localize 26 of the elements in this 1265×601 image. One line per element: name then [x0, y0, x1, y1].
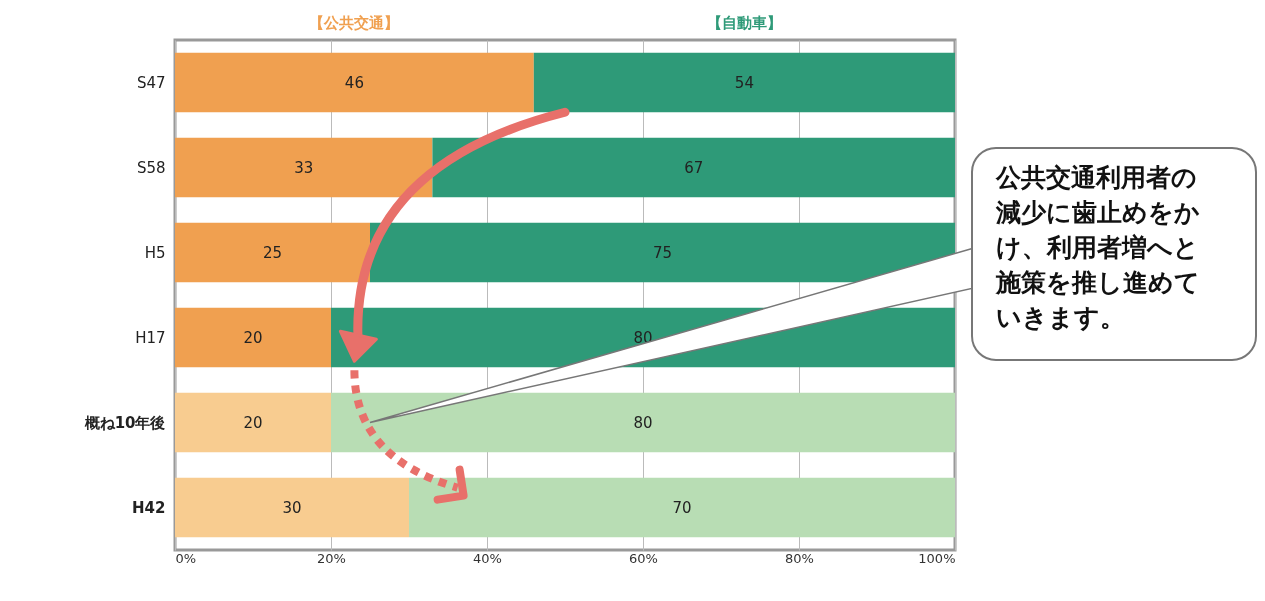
data-label: 25: [262, 243, 283, 262]
data-label: 70: [672, 498, 692, 517]
data-label: 80: [633, 413, 653, 432]
data-label: 30: [282, 498, 302, 517]
y-tick-label: H5: [144, 243, 166, 262]
x-tick-label: 0%: [175, 550, 197, 566]
x-tick-label: 20%: [317, 550, 346, 566]
data-label: 20: [243, 413, 263, 432]
text: 公共交通利用者の減少に歯止めをかけ、利用者増へと施策を推し進めていきます。: [995, 163, 1200, 332]
data-label: 20: [243, 328, 263, 347]
x-tick-label: 60%: [629, 550, 658, 566]
x-tick-label: 100%: [918, 550, 956, 566]
data-label: 54: [734, 73, 754, 92]
y-tick-label: 概ね10年後: [83, 413, 166, 432]
y-tick-label: S47: [136, 73, 166, 92]
y-tick-label: H17: [135, 328, 166, 347]
x-tick-label: 40%: [473, 550, 502, 566]
data-label: 75: [652, 243, 673, 262]
y-tick-label: H42: [132, 498, 166, 517]
data-label: 67: [684, 158, 704, 177]
data-label: 46: [344, 73, 364, 92]
y-tick-label: S58: [136, 158, 166, 177]
series-label: 【公共交通】: [309, 14, 400, 32]
x-tick-label: 80%: [785, 550, 814, 566]
data-label: 33: [294, 158, 314, 177]
series-label: 【自動車】: [706, 14, 782, 32]
